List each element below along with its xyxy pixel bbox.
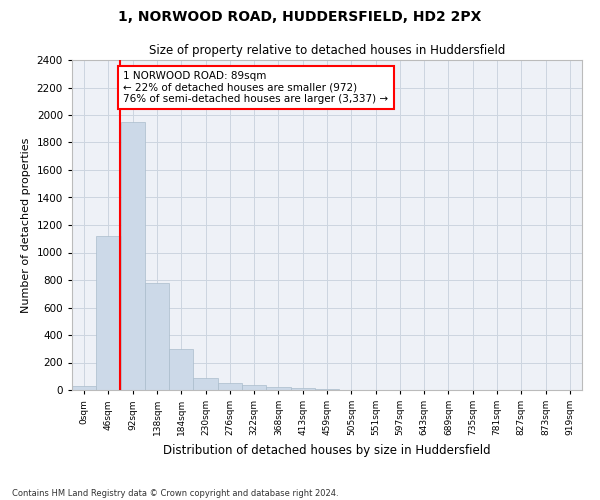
Bar [96, 236, 121, 390]
Bar [72, 386, 96, 390]
Bar [290, 388, 315, 390]
Text: 1, NORWOOD ROAD, HUDDERSFIELD, HD2 2PX: 1, NORWOOD ROAD, HUDDERSFIELD, HD2 2PX [118, 10, 482, 24]
Bar [121, 122, 145, 390]
Text: Contains HM Land Registry data © Crown copyright and database right 2024.: Contains HM Land Registry data © Crown c… [12, 488, 338, 498]
Bar [242, 384, 266, 390]
Bar [266, 387, 290, 390]
Bar [145, 283, 169, 390]
Title: Size of property relative to detached houses in Huddersfield: Size of property relative to detached ho… [149, 44, 505, 58]
Bar [218, 383, 242, 390]
Text: 1 NORWOOD ROAD: 89sqm
← 22% of detached houses are smaller (972)
76% of semi-det: 1 NORWOOD ROAD: 89sqm ← 22% of detached … [124, 71, 389, 104]
Bar [169, 350, 193, 390]
Bar [193, 378, 218, 390]
X-axis label: Distribution of detached houses by size in Huddersfield: Distribution of detached houses by size … [163, 444, 491, 456]
Bar [315, 389, 339, 390]
Y-axis label: Number of detached properties: Number of detached properties [21, 138, 31, 312]
